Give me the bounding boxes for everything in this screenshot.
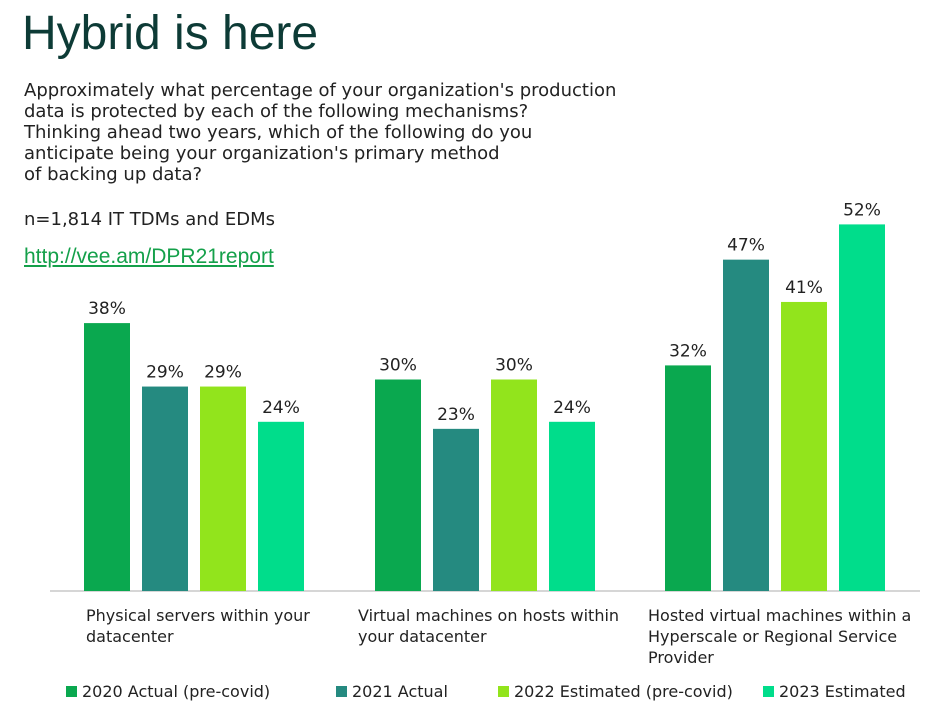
bar: [84, 323, 130, 591]
data-label: 38%: [88, 299, 126, 319]
category-label: Virtual machines on hosts within your dat…: [358, 605, 619, 647]
category-label-line: Hyperscale or Regional Service: [648, 627, 898, 646]
legend-item: 2023 Estimated: [763, 682, 906, 701]
sample-size: n=1,814 IT TDMs and EDMs: [24, 209, 275, 230]
question-line: anticipate being your organization's pri…: [24, 143, 500, 164]
data-label: 41%: [785, 278, 823, 298]
data-label: 24%: [553, 398, 591, 418]
legend-item: 2021 Actual: [336, 682, 448, 701]
data-label: 29%: [146, 363, 184, 383]
category-label-line: Provider: [648, 648, 714, 667]
bar: [200, 386, 246, 591]
chart-legend: 2020 Actual (pre-covid) 2021 Actual 2022 E…: [66, 682, 926, 704]
question-line: Approximately what percentage of your or…: [24, 80, 617, 101]
legend-label: 2022 Estimated (pre-covid): [514, 682, 733, 701]
bar: [258, 421, 304, 591]
bar: [781, 301, 827, 591]
data-label: 24%: [262, 398, 300, 418]
data-label: 52%: [843, 200, 881, 220]
category-label-line: your datacenter: [358, 627, 487, 646]
question-line: of backing up data?: [24, 164, 203, 185]
bar: [491, 379, 537, 591]
category-label-line: Hosted virtual machines within a: [648, 606, 912, 625]
category-label-line: Virtual machines on hosts within: [358, 606, 620, 625]
bar: [665, 365, 711, 591]
bar: [549, 421, 595, 591]
category-label: Physical servers within your datacenter: [86, 605, 310, 647]
legend-swatch: [763, 686, 774, 697]
bar: [433, 428, 479, 591]
data-label: 47%: [727, 236, 765, 256]
report-link[interactable]: http://vee.am/DPR21report: [24, 245, 274, 268]
question-line: Thinking ahead two years, which of the f…: [24, 122, 533, 143]
legend-swatch: [336, 686, 347, 697]
legend-label: 2021 Actual: [352, 682, 448, 701]
question-line: data is protected by each of the followi…: [24, 101, 529, 122]
data-label: 29%: [204, 363, 242, 383]
legend-item: 2022 Estimated (pre-covid): [498, 682, 733, 701]
category-label-line: datacenter: [86, 627, 174, 646]
legend-label: 2020 Actual (pre-covid): [82, 682, 271, 701]
data-label: 23%: [437, 405, 475, 425]
survey-question: Approximately what percentage of your or…: [24, 80, 664, 185]
category-label: Hosted virtual machines within a Hypersca…: [648, 605, 911, 668]
category-label-line: Physical servers within your: [86, 606, 310, 625]
legend-item: 2020 Actual (pre-covid): [66, 682, 270, 701]
bar: [375, 379, 421, 591]
bar: [142, 386, 188, 591]
data-label: 32%: [669, 341, 707, 361]
page-title: Hybrid is here: [22, 7, 319, 60]
data-label: 30%: [495, 356, 533, 376]
bar: [839, 224, 885, 591]
legend-swatch: [498, 686, 509, 697]
bar: [723, 259, 769, 591]
legend-label: 2023 Estimated: [779, 682, 906, 701]
data-label: 30%: [379, 356, 417, 376]
legend-swatch: [66, 686, 77, 697]
